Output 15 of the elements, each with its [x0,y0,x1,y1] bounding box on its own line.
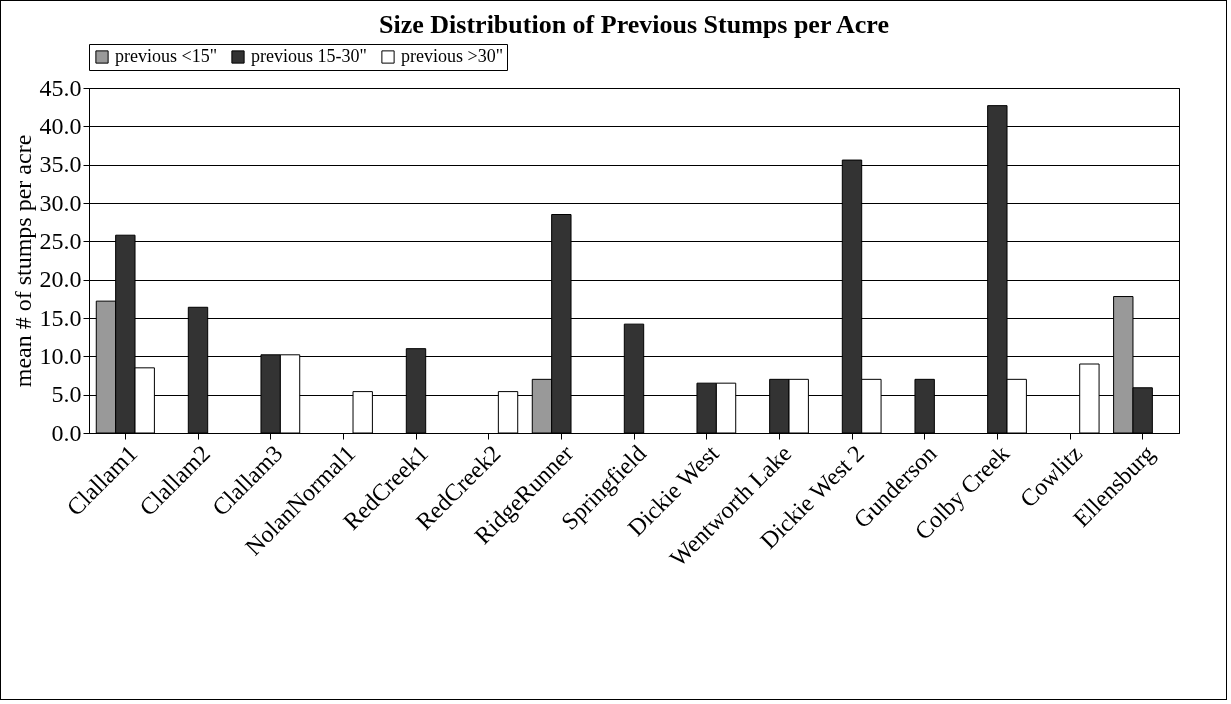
legend-label: previous 15-30" [251,46,367,66]
y-tick-label: 15.0 [39,304,82,331]
y-tick-label: 20.0 [39,266,82,293]
y-tick-label: 0.0 [51,419,82,446]
y-tick-label: 45.0 [39,74,82,101]
y-tick-label: 25.0 [39,227,82,254]
chart-title: Size Distribution of Previous Stumps per Acre [379,9,889,39]
y-tick-label: 5.0 [51,381,82,408]
legend-label: previous <15" [115,46,217,66]
y-tick-label: 40.0 [39,112,82,139]
y-tick-label: 10.0 [39,342,82,369]
y-tick-label: 30.0 [39,189,82,216]
y-tick-label: 35.0 [39,151,82,178]
legend-label: previous >30" [401,46,503,66]
y-axis-title: mean # of stumps per acre [9,134,36,388]
